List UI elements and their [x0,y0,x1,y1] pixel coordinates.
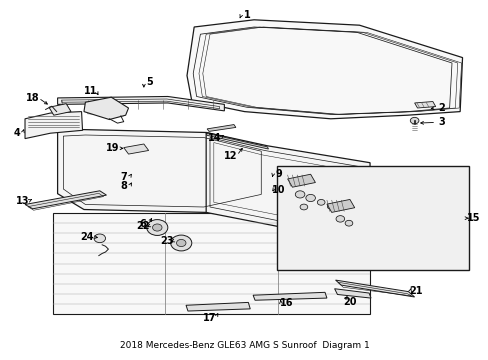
Polygon shape [206,132,369,230]
Polygon shape [53,213,369,314]
Text: 2: 2 [438,103,445,113]
Text: 10: 10 [272,185,285,195]
Circle shape [94,234,105,243]
Text: 20: 20 [343,297,356,307]
Polygon shape [58,96,224,111]
Circle shape [345,220,352,226]
Text: 21: 21 [408,286,422,296]
Circle shape [335,216,344,222]
Polygon shape [84,97,128,120]
Text: 18: 18 [26,93,40,103]
Polygon shape [25,191,106,209]
Polygon shape [58,130,267,212]
Circle shape [176,239,185,247]
Polygon shape [335,280,414,297]
Text: 22: 22 [136,221,149,231]
Bar [277,166,468,270]
Text: 13: 13 [16,196,30,206]
Text: 5: 5 [146,77,153,87]
Circle shape [300,204,307,210]
Text: 1: 1 [243,10,250,20]
Circle shape [305,194,315,202]
Polygon shape [287,174,315,187]
Text: 9: 9 [275,168,282,179]
Text: 6: 6 [139,219,146,229]
Text: 3: 3 [438,117,445,127]
Polygon shape [207,125,235,131]
Text: 4: 4 [14,128,20,138]
Polygon shape [334,289,370,298]
Polygon shape [206,133,268,149]
Circle shape [295,191,304,198]
Polygon shape [123,144,148,154]
Text: 24: 24 [81,232,94,242]
Circle shape [170,235,191,251]
Text: 16: 16 [279,298,293,308]
Text: 15: 15 [466,213,479,223]
Circle shape [152,224,162,231]
Polygon shape [186,20,462,119]
Polygon shape [414,102,435,108]
Polygon shape [49,104,71,115]
Polygon shape [326,199,354,212]
Text: 14: 14 [207,132,221,143]
Circle shape [146,220,167,235]
Text: 8: 8 [120,181,127,192]
Polygon shape [25,112,82,139]
Text: 2018 Mercedes-Benz GLE63 AMG S Sunroof  Diagram 1: 2018 Mercedes-Benz GLE63 AMG S Sunroof D… [120,341,368,350]
Text: 11: 11 [83,86,97,96]
Circle shape [327,204,333,209]
Polygon shape [253,292,326,300]
Text: 23: 23 [160,236,173,246]
Polygon shape [185,302,250,311]
Text: 7: 7 [120,172,127,182]
Text: 17: 17 [203,312,216,323]
Circle shape [409,117,418,124]
Circle shape [317,199,325,205]
Text: 19: 19 [106,143,119,153]
Text: 12: 12 [224,150,237,161]
